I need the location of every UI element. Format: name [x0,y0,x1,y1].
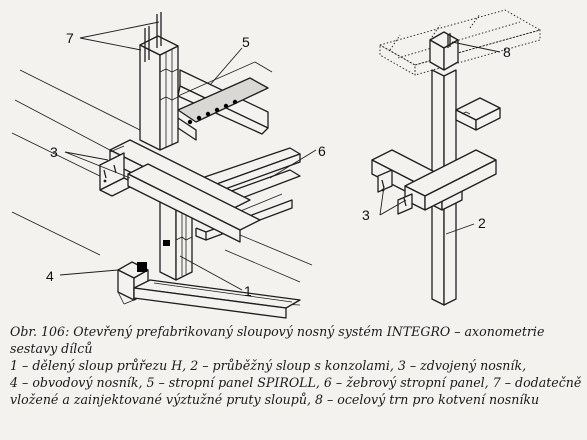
spiroll-panel [177,61,273,141]
label-3-left: 3 [50,144,58,160]
caption-legend-line-2: 4 – obvodový nosník, 5 – stropní panel S… [10,375,582,390]
label-7: 7 [66,30,74,46]
leaders-left [59,21,317,291]
right-assembly [371,9,541,306]
h-column [139,12,193,281]
label-6: 6 [318,143,326,159]
figure-caption: Obr. 106: Otevřený prefabrikovaný sloupo… [10,323,582,408]
label-3-right: 3 [362,207,370,223]
caption-legend-line-3: vložené a zainjektované výztužné pruty s… [10,392,540,407]
label-1: 1 [244,283,252,299]
label-2: 2 [478,215,486,231]
integro-axonometric-drawing: 1 2 3 3 4 5 6 7 8 [11,9,541,319]
column-head [429,31,459,71]
caption-title-line: Obr. 106: Otevřený prefabrikovaný sloupo… [10,324,545,339]
caption-legend-line-1: 1 – dělený sloup průřezu H, 2 – průběžný… [10,358,527,373]
perimeter-beam [117,261,301,319]
double-beam-left [99,139,261,243]
caption-title-line-2: sestavy dílců [10,341,93,356]
label-4: 4 [46,268,54,284]
label-8: 8 [503,44,511,60]
dotted-panels [379,9,541,76]
label-5: 5 [242,34,250,50]
left-assembly [11,12,317,319]
upper-bracket-beams [455,97,501,131]
leaders-right [379,41,501,235]
double-beam-right [371,149,497,215]
